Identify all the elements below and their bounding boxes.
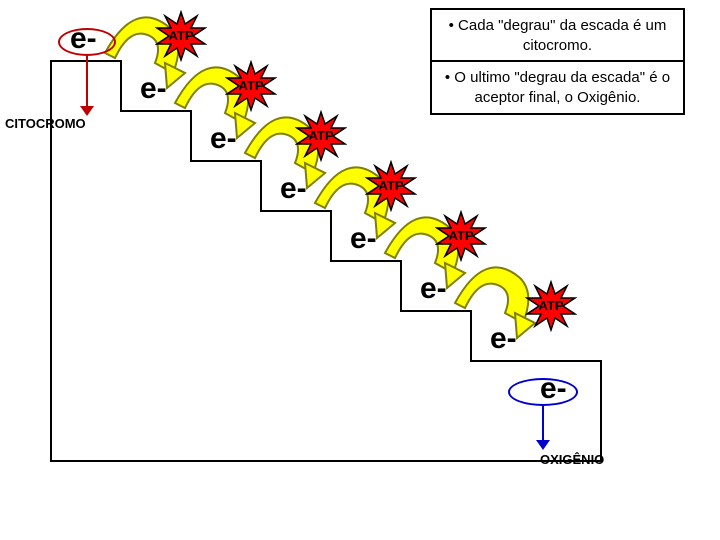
stair-edge <box>470 360 600 362</box>
atp-burst: ATP <box>225 60 277 112</box>
atp-burst: ATP <box>365 160 417 212</box>
citocromo-oval <box>58 28 116 56</box>
electron: e- <box>420 272 447 306</box>
citocromo-arrowhead <box>80 106 94 116</box>
citocromo-label: CITOCROMO <box>5 116 86 131</box>
diagram-canvas: ATP ATP ATP ATP ATP ATP e- e- e- e- e- e… <box>0 0 720 540</box>
electron: e- <box>350 222 377 256</box>
atp-burst: ATP <box>435 210 487 262</box>
atp-label: ATP <box>225 78 277 93</box>
atp-burst: ATP <box>525 280 577 332</box>
atp-label: ATP <box>295 128 347 143</box>
atp-burst: ATP <box>295 110 347 162</box>
info-box-1: • Cada "degrau" da escada é um citocromo… <box>430 8 685 63</box>
stair-edge <box>50 460 602 462</box>
atp-burst: ATP <box>155 10 207 62</box>
oxigenio-oval <box>508 378 578 406</box>
electron: e- <box>490 322 517 356</box>
info-box-2: • O ultimo "degrau da escada" é o acepto… <box>430 60 685 115</box>
stair-edge <box>600 360 602 460</box>
atp-label: ATP <box>525 298 577 313</box>
electron: e- <box>280 172 307 206</box>
oxigenio-arrow <box>542 406 544 442</box>
atp-label: ATP <box>365 178 417 193</box>
oxigenio-arrowhead <box>536 440 550 450</box>
electron: e- <box>210 122 237 156</box>
citocromo-arrow <box>86 56 88 108</box>
electron: e- <box>140 72 167 106</box>
atp-label: ATP <box>155 28 207 43</box>
atp-label: ATP <box>435 228 487 243</box>
oxigenio-label: OXIGÊNIO <box>540 452 604 467</box>
